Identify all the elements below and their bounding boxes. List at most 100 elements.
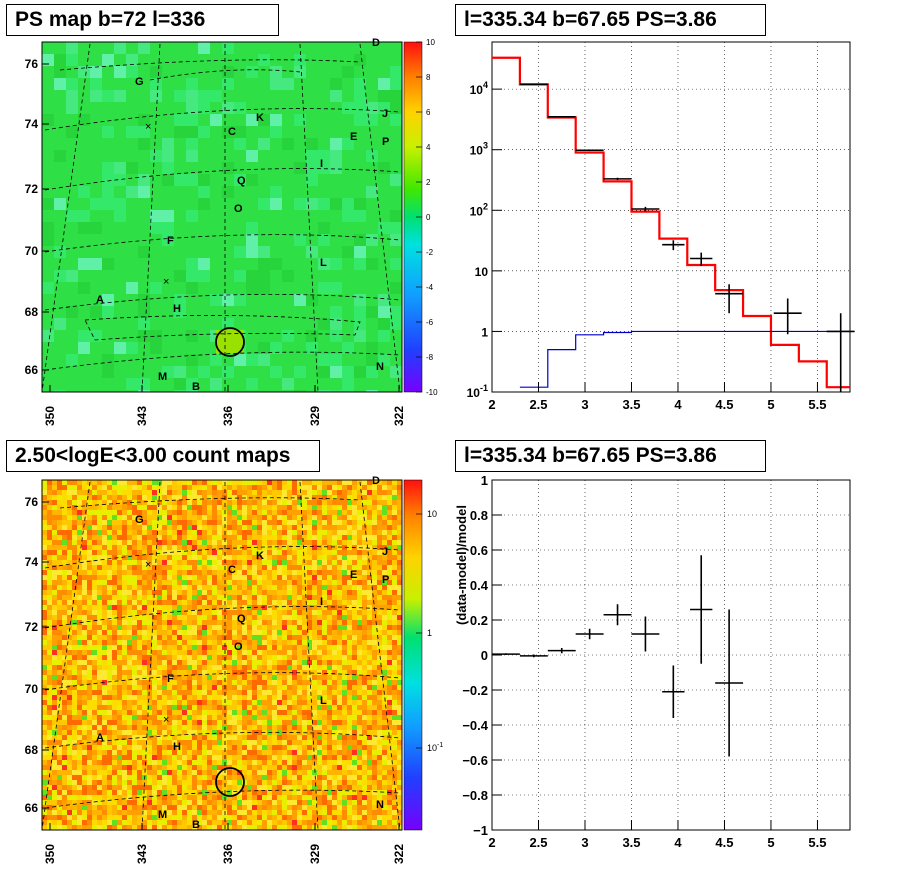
count-map-cell (57, 570, 62, 575)
ps-map-cell (138, 126, 150, 138)
count-map-cell (152, 685, 157, 690)
count-map-cell (42, 685, 47, 690)
count-map-cell (222, 720, 227, 725)
count-map-cell (47, 800, 52, 805)
count-map-cell (157, 485, 162, 490)
count-map-cell (247, 525, 252, 530)
count-map-cell (197, 635, 202, 640)
count-map-cell (147, 740, 152, 745)
count-map-cell (102, 595, 107, 600)
ps-map-cell (378, 162, 390, 174)
ps-map-cell (282, 282, 294, 294)
count-map-cell (257, 795, 262, 800)
count-map-cell (192, 785, 197, 790)
count-map-cell (227, 705, 232, 710)
count-map-cell (167, 785, 172, 790)
count-map-cell (182, 590, 187, 595)
count-map-cell (82, 600, 87, 605)
count-map-cell (167, 600, 172, 605)
ps-map-cell (234, 138, 246, 150)
count-map-cell (192, 570, 197, 575)
count-map-cell (262, 590, 267, 595)
count-map-cell (257, 525, 262, 530)
count-map-cell (117, 805, 122, 810)
count-map-cell (227, 630, 232, 635)
count-map-cell (112, 585, 117, 590)
count-map-cell (187, 675, 192, 680)
count-map-cell (322, 600, 327, 605)
count-map-cell (57, 665, 62, 670)
count-map-cell (317, 600, 322, 605)
count-map-cell (222, 565, 227, 570)
count-map-cell (142, 535, 147, 540)
count-map-cell (222, 770, 227, 775)
count-map-cell (82, 825, 87, 830)
count-map-cell (257, 480, 262, 485)
ps-map-cell (270, 90, 282, 102)
count-map-cell (262, 765, 267, 770)
count-map-cell (277, 525, 282, 530)
count-map-cell (132, 785, 137, 790)
count-map-cell (77, 790, 82, 795)
count-map-cell (247, 560, 252, 565)
ps-map-cell (198, 354, 210, 366)
count-map-cell (187, 790, 192, 795)
ps-map-cell (366, 366, 378, 378)
count-map-cell (302, 620, 307, 625)
ps-map-cell (138, 150, 150, 162)
ps-map-cell (186, 102, 198, 114)
count-map-cell (172, 675, 177, 680)
count-map-cell (252, 615, 257, 620)
count-map-cell (142, 760, 147, 765)
ps-map-cell (138, 174, 150, 186)
count-map-cell (77, 625, 82, 630)
map-y-tick-label: 76 (25, 57, 39, 71)
ps-map-cell (294, 198, 306, 210)
count-map-cell (237, 515, 242, 520)
count-map-cell (107, 800, 112, 805)
ps-map-cell (342, 210, 354, 222)
count-map-cell (287, 750, 292, 755)
count-map-cell (152, 700, 157, 705)
count-map-cell (322, 555, 327, 560)
count-map-cell (47, 745, 52, 750)
ps-map-cell (162, 222, 174, 234)
count-map-cell (67, 595, 72, 600)
count-map-cell (257, 770, 262, 775)
count-map-cell (222, 825, 227, 830)
count-map-cell (127, 815, 132, 820)
count-map-cell (262, 710, 267, 715)
count-map-cell (177, 760, 182, 765)
ps-map-cell (114, 150, 126, 162)
count-map-cell (187, 745, 192, 750)
count-map-cell (227, 620, 232, 625)
count-map-cell (47, 770, 52, 775)
count-map-cell (272, 530, 277, 535)
count-map-cell (267, 725, 272, 730)
count-map-cell (217, 535, 222, 540)
count-map-cell (292, 705, 297, 710)
count-map-cell (237, 670, 242, 675)
count-map-cell (152, 540, 157, 545)
ps-map-cell (234, 282, 246, 294)
count-map-cell (42, 580, 47, 585)
count-map-cell (307, 595, 312, 600)
count-map-cell (232, 615, 237, 620)
count-map-cell (162, 715, 167, 720)
count-map-cell (287, 615, 292, 620)
ps-map-cell (306, 258, 318, 270)
ps-map-cell (390, 54, 402, 66)
count-map-cell (187, 580, 192, 585)
count-map-cell (42, 715, 47, 720)
count-map-cell (302, 675, 307, 680)
spectrum-x-tick-label: 4 (674, 397, 682, 412)
ps-map-cell (174, 126, 186, 138)
count-map-cell (242, 670, 247, 675)
count-map-cell (57, 565, 62, 570)
count-map-cell (147, 505, 152, 510)
count-map-cell (132, 685, 137, 690)
count-map-cell (272, 695, 277, 700)
count-map-cell (87, 805, 92, 810)
count-map-cell (202, 680, 207, 685)
count-map-cell (107, 720, 112, 725)
